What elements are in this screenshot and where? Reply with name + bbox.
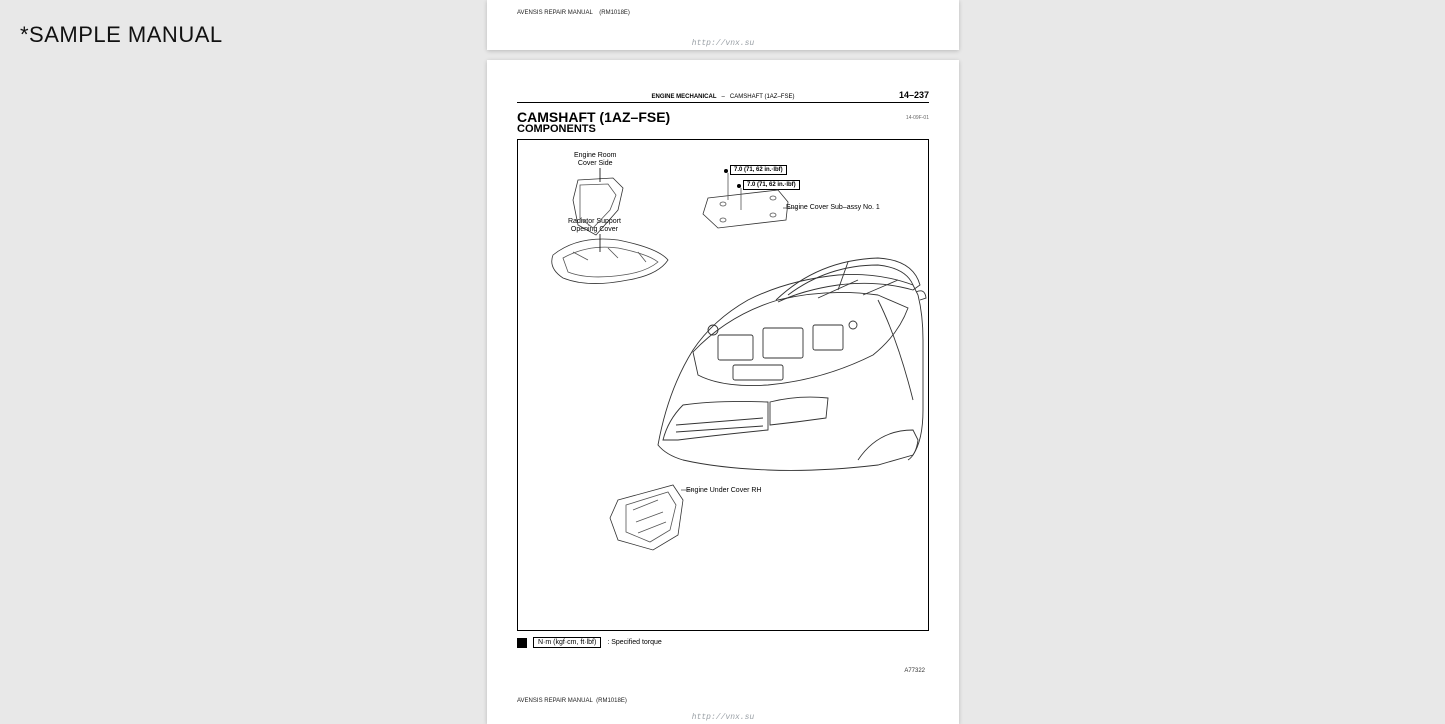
footer-url: http://vnx.su (487, 39, 959, 48)
sample-watermark: *SAMPLE MANUAL (20, 22, 223, 48)
legend-symbol (517, 638, 527, 648)
page-subtitle: COMPONENTS (517, 123, 929, 135)
page-url: http://vnx.su (487, 713, 959, 722)
legend: N·m (kgf·cm, ft·lbf) : Specified torque (517, 637, 929, 648)
manual-page: 14–237 ENGINE MECHANICAL – CAMSHAFT (1AZ… (487, 60, 959, 724)
exploded-diagram (518, 140, 928, 630)
prev-page-footer: AVENSIS REPAIR MANUAL (RM1018E) http://v… (487, 0, 959, 50)
header-rule (517, 102, 929, 103)
breadcrumb-section: ENGINE MECHANICAL (652, 94, 717, 100)
breadcrumb-item: CAMSHAFT (1AZ–FSE) (730, 94, 795, 100)
figure-code: A77322 (904, 668, 925, 674)
legend-unit: N·m (kgf·cm, ft·lbf) (533, 637, 601, 648)
page-footer: AVENSIS REPAIR MANUAL (RM1018E) (517, 698, 627, 704)
footer-manual: AVENSIS REPAIR MANUAL (517, 10, 593, 16)
breadcrumb-sep: – (722, 94, 725, 100)
legend-note: : Specified torque (607, 639, 661, 646)
components-figure: 7.0 (71, 62 in.·lbf) 7.0 (71, 62 in.·lbf… (517, 139, 929, 631)
footer-code: (RM1018E) (599, 10, 630, 16)
breadcrumb: ENGINE MECHANICAL – CAMSHAFT (1AZ–FSE) (648, 94, 799, 100)
